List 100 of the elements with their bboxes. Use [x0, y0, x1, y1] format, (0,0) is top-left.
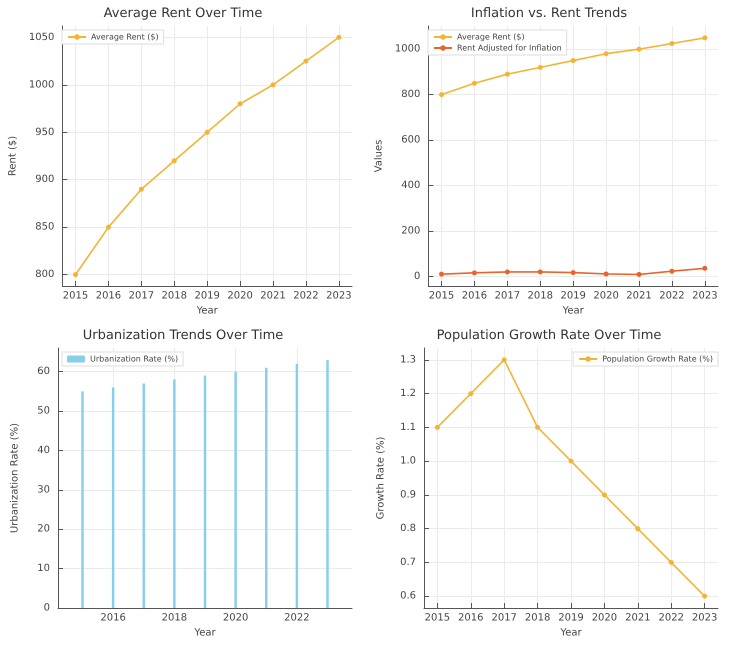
point [504, 269, 510, 274]
bar [234, 372, 237, 608]
y-axis-title: Values [374, 140, 384, 172]
point [439, 92, 444, 98]
x-tick-label: 2018 [162, 612, 188, 624]
legend-label: Population Growth Rate (%) [602, 354, 714, 364]
point [538, 269, 543, 274]
point [468, 391, 474, 396]
x-tick-label: 2023 [692, 612, 718, 624]
point [172, 158, 177, 164]
y-tick-label: 200 [401, 226, 420, 236]
y-tick-label: 1.0 [400, 456, 416, 467]
y-tick-label: 0.7 [400, 556, 416, 568]
point [669, 41, 674, 46]
point [504, 72, 510, 77]
y-tick-label: 20 [37, 524, 50, 535]
chart-title: Population Growth Rate Over Time [436, 328, 662, 343]
point [238, 101, 243, 106]
x-tick-label: 2020 [593, 290, 619, 302]
y-tick-label: 60 [37, 366, 50, 378]
y-tick-label: 850 [35, 222, 54, 233]
x-tick-label: 2015 [428, 290, 454, 302]
point [702, 266, 708, 271]
x-tick-label: 2017 [128, 290, 154, 302]
x-tick-label: 2023 [326, 290, 352, 302]
point [570, 270, 576, 276]
point [604, 271, 609, 276]
chart-title: Urbanization Trends Over Time [82, 328, 284, 343]
x-tick-label: 2019 [194, 290, 220, 302]
y-tick-label: 0.6 [400, 590, 416, 602]
point [604, 51, 609, 56]
bar [265, 368, 268, 608]
legend-label: Urbanization Rate (%) [90, 354, 178, 364]
y-tick-label: 50 [37, 406, 50, 417]
bar [112, 387, 114, 608]
point [538, 64, 543, 70]
y-tick-label: 1.2 [400, 388, 416, 400]
point [636, 46, 642, 52]
x-tick-label: 2020 [222, 612, 248, 624]
chart-title: Inflation vs. Rent Trends [470, 6, 628, 21]
y-tick-label: 600 [401, 134, 420, 146]
x-tick-label: 2022 [658, 612, 684, 624]
legend-label: Average Rent ($) [91, 32, 159, 42]
point [204, 130, 210, 135]
chart-title: Average Rent Over Time [104, 6, 262, 21]
point [336, 34, 342, 40]
y-tick-label: 900 [35, 174, 54, 186]
y-tick-label: 0.8 [400, 523, 416, 534]
bar [173, 380, 176, 608]
point [439, 272, 444, 277]
x-tick-label: 2018 [528, 290, 553, 302]
y-axis-title: Growth Rate (%) [376, 436, 386, 520]
point [702, 35, 708, 40]
point [635, 526, 640, 532]
point [434, 424, 440, 430]
y-tick-label: 30 [37, 484, 50, 496]
y-tick-label: 950 [35, 126, 54, 138]
point [106, 224, 111, 230]
y-tick-label: 800 [35, 269, 54, 280]
x-axis-title: Year [559, 627, 582, 638]
y-tick-label: 1.3 [400, 354, 416, 366]
point [636, 272, 642, 277]
point [138, 186, 144, 192]
point [270, 82, 276, 88]
x-tick-label: 2016 [458, 612, 484, 624]
x-tick-label: 2019 [560, 290, 586, 302]
x-tick-label: 2016 [96, 290, 122, 302]
x-tick-label: 2017 [491, 612, 517, 624]
y-tick-label: 800 [401, 89, 420, 100]
point [568, 458, 574, 464]
y-tick-label: 0 [44, 602, 50, 614]
point [535, 424, 540, 430]
x-tick-label: 2017 [494, 290, 520, 302]
y-tick-label: 1.1 [400, 422, 416, 433]
x-tick-label: 2018 [162, 290, 187, 302]
point [472, 270, 477, 276]
y-tick-label: 1050 [28, 32, 54, 43]
x-tick-label: 2018 [524, 612, 550, 624]
bar [142, 383, 145, 608]
point [303, 58, 308, 64]
x-tick-label: 2021 [625, 612, 651, 624]
x-axis-title: Year [196, 305, 219, 316]
point [570, 58, 576, 64]
y-tick-label: 400 [401, 180, 420, 192]
y-tick-label: 40 [37, 444, 50, 456]
x-tick-label: 2015 [424, 612, 450, 624]
legend-label: Rent Adjusted for Inflation [457, 44, 562, 52]
y-tick-label: 0.9 [400, 489, 416, 500]
x-tick-label: 2020 [592, 612, 618, 624]
y-tick-label: 1000 [28, 79, 54, 90]
y-tick-label: 1000 [394, 44, 420, 55]
point [502, 357, 507, 362]
point [73, 272, 78, 278]
x-tick-label: 2016 [462, 290, 488, 302]
x-tick-label: 2015 [62, 290, 88, 302]
x-tick-label: 2021 [260, 290, 286, 302]
point [472, 80, 477, 86]
x-tick-label: 2020 [227, 290, 253, 302]
x-tick-label: 2022 [284, 612, 310, 624]
x-tick-label: 2019 [558, 612, 584, 624]
